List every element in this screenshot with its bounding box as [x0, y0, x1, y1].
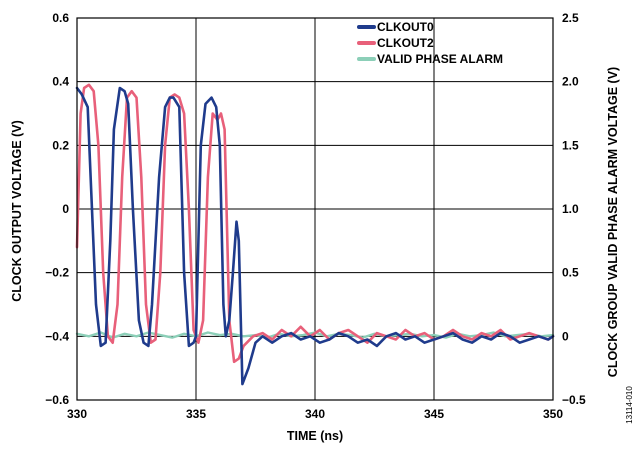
legend-label-clkout2: CLKOUT2: [377, 36, 434, 50]
y-tick-label: −0.4: [45, 329, 69, 343]
y2-tick-label: 1.0: [562, 202, 579, 216]
y-tick-label: −0.2: [45, 266, 69, 280]
tick-labels: 330 335 340 345 350 0.6 0.4 0.2 0 −0.2 −0.4 −0.6 2.5…: [45, 11, 586, 421]
x-tick-label: 345: [424, 407, 444, 421]
y2-tick-label: 0: [562, 329, 569, 343]
y2-tick-label: 2.5: [562, 11, 579, 25]
legend-item-clkout0: CLKOUT0: [357, 20, 434, 34]
x-tick-label: 340: [305, 407, 325, 421]
y2-tick-label: 2.0: [562, 75, 579, 89]
series-lines: [75, 83, 555, 386]
x-axis-label: TIME (ns): [287, 429, 343, 443]
x-tick-label: 330: [67, 407, 87, 421]
x-tick-label: 350: [543, 407, 563, 421]
y-tick-label: 0.2: [52, 138, 69, 152]
y2-tick-label: −0.5: [562, 393, 586, 407]
y-tick-label: −0.6: [45, 393, 69, 407]
y-axis-label: CLOCK OUTPUT VOLTAGE (V): [10, 120, 24, 301]
legend-item-valid-phase-alarm: VALID PHASE ALARM: [357, 52, 503, 66]
figure-id: 13114-010: [625, 386, 634, 424]
series-line-clkout2: [75, 83, 555, 364]
x-tick-label: 335: [186, 407, 206, 421]
y-tick-label: 0.6: [52, 11, 69, 25]
plot-area-frame: [76, 17, 554, 401]
y-tick-label: 0: [62, 202, 69, 216]
y-tick-label: 0.4: [52, 75, 69, 89]
y2-tick-label: 1.5: [562, 138, 579, 152]
legend-label-valid-phase-alarm: VALID PHASE ALARM: [377, 52, 503, 66]
legend-item-clkout2: CLKOUT2: [357, 36, 434, 50]
legend-label-clkout0: CLKOUT0: [377, 20, 434, 34]
legend: CLKOUT0 CLKOUT2 VALID PHASE ALARM: [357, 20, 503, 66]
series-line-clkout0: [75, 86, 555, 386]
y2-axis-label: CLOCK GROUP VALID PHASE ALARM VOLTAGE (V…: [606, 67, 620, 377]
y2-tick-label: 0.5: [562, 266, 579, 280]
